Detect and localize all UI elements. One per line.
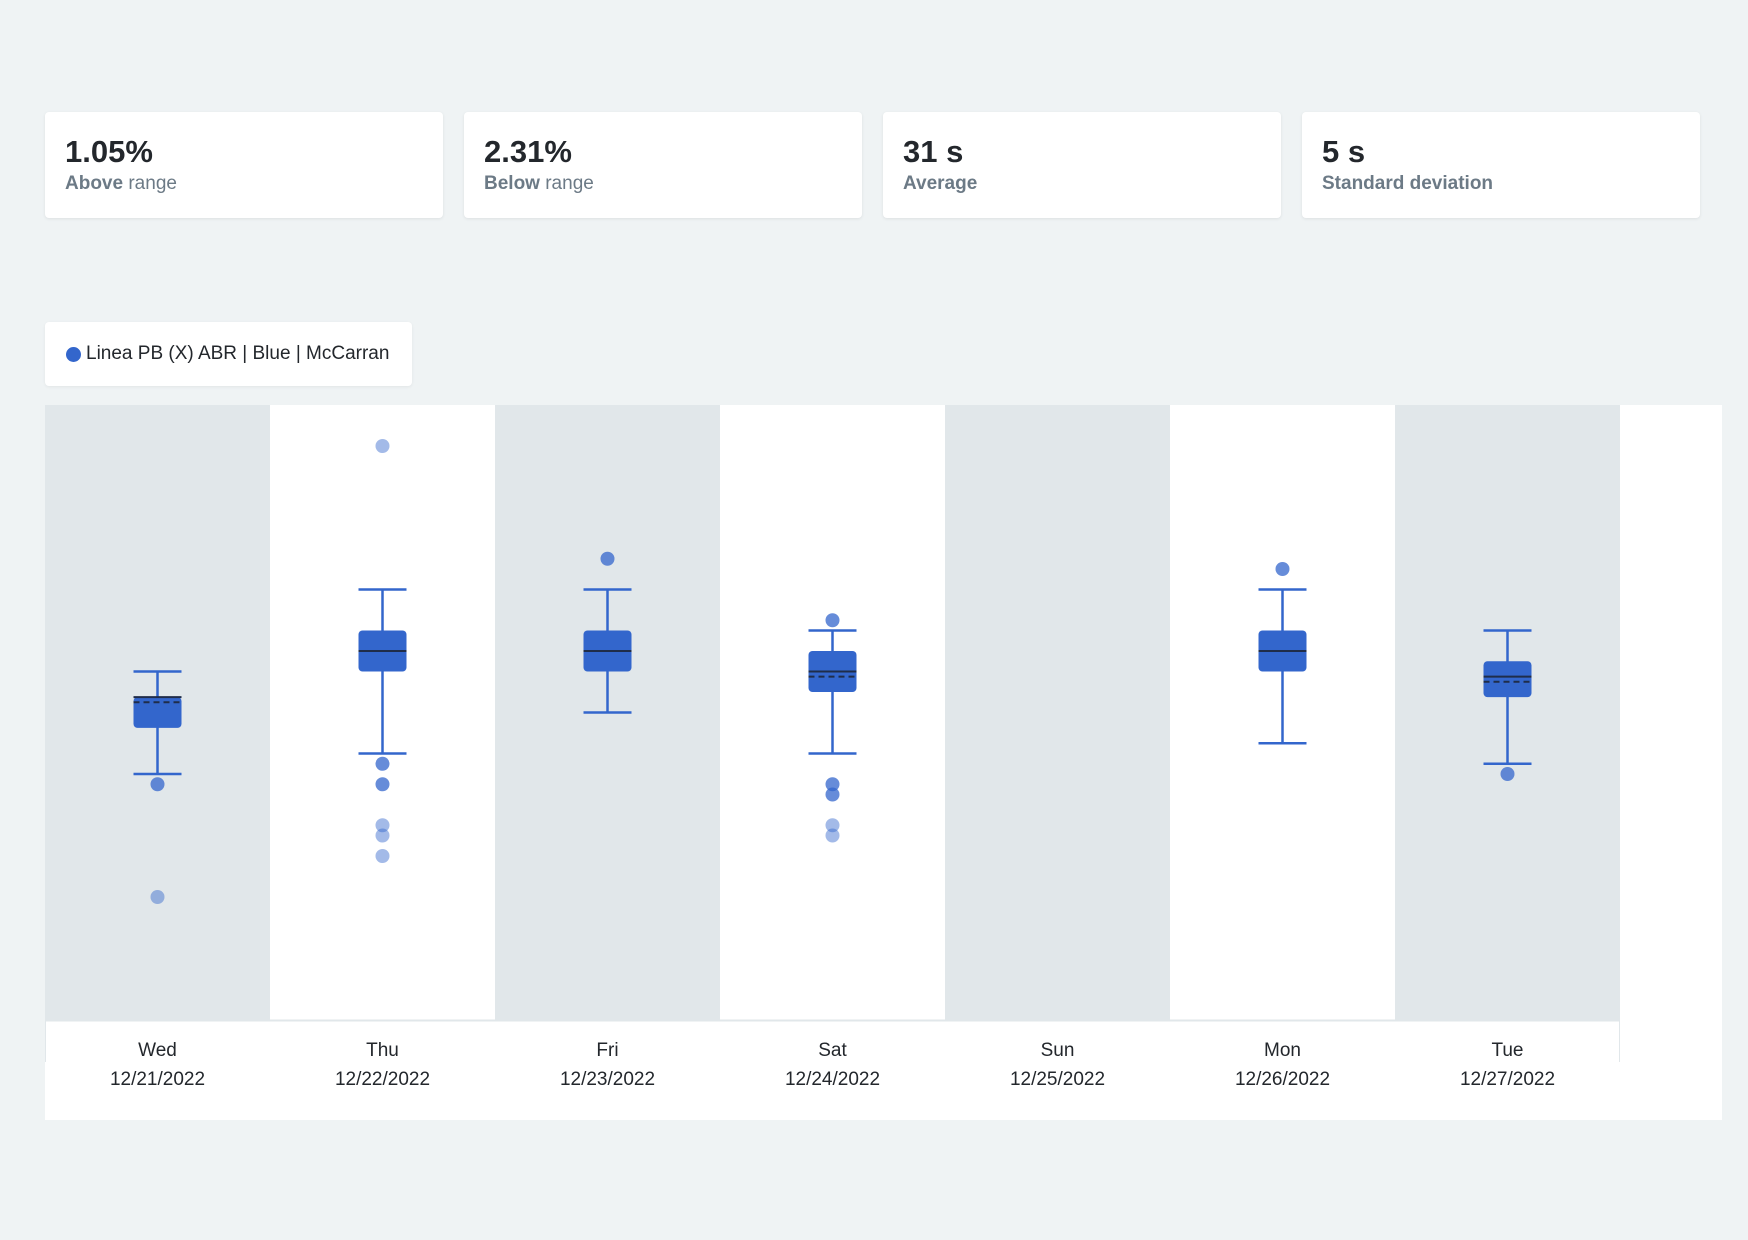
stat-value: 2.31% xyxy=(484,134,572,169)
outlier-point xyxy=(825,613,840,628)
stat-label: Standard deviation xyxy=(1322,172,1700,196)
legend-dot-icon xyxy=(66,346,81,362)
outlier-point xyxy=(375,849,390,863)
stat-value: 1.05% xyxy=(65,134,153,169)
x-tick-date: 12/25/2022 xyxy=(1010,1069,1105,1090)
box-iqr xyxy=(1483,661,1532,698)
x-tick-date: 12/21/2022 xyxy=(110,1069,205,1090)
x-tick-date: 12/22/2022 xyxy=(335,1069,430,1090)
outlier-point xyxy=(825,787,840,802)
box-iqr xyxy=(133,697,182,728)
stat-value: 31 s xyxy=(903,134,964,169)
category-band xyxy=(945,405,1170,1020)
outlier-point xyxy=(375,818,390,833)
stat-label-bold: Standard deviation xyxy=(1322,173,1494,194)
stat-label-bold: Above xyxy=(65,173,124,194)
outlier-point xyxy=(375,777,390,792)
outlier-point xyxy=(1275,562,1290,576)
stat-label: Average xyxy=(903,172,1281,196)
box-plot-chart: Wed 12/21/2022 Thu 12/22/2022 Fri 12/23/2022 S… xyxy=(45,405,1620,1090)
stat-label: Above range xyxy=(65,172,443,196)
x-tick-day: Wed xyxy=(138,1040,177,1061)
legend-item[interactable]: Linea PB (X) ABR | Blue | McCarran xyxy=(45,322,412,386)
stat-label-rest: range xyxy=(539,173,594,194)
outlier-point xyxy=(150,777,165,792)
stat-label-bold: Average xyxy=(903,173,978,194)
legend-label: Linea PB (X) ABR | Blue | McCarran xyxy=(86,343,390,364)
chart-panel: Wed 12/21/2022 Thu 12/22/2022 Fri 12/23/2022 S… xyxy=(45,405,1722,1120)
stat-label: Below range xyxy=(484,172,862,196)
stat-card-below-range: 2.31% Below range xyxy=(464,112,862,218)
outlier-point xyxy=(150,890,165,904)
outlier-point xyxy=(825,777,840,792)
x-tick-date: 12/24/2022 xyxy=(785,1069,880,1090)
outlier-point xyxy=(1500,767,1515,781)
outlier-point xyxy=(600,551,615,566)
x-tick-date: 12/26/2022 xyxy=(1235,1069,1330,1090)
outlier-point xyxy=(375,756,390,771)
stat-card-above-range: 1.05% Above range xyxy=(45,112,443,218)
stat-card-standard-deviation: 5 s Standard deviation xyxy=(1302,112,1700,218)
x-tick-date: 12/23/2022 xyxy=(560,1069,655,1090)
outlier-point xyxy=(825,828,840,843)
stat-label-bold: Below xyxy=(484,173,540,194)
x-tick-day: Tue xyxy=(1491,1040,1523,1061)
stat-value: 5 s xyxy=(1322,134,1366,169)
stat-label-rest: range xyxy=(123,173,177,194)
x-tick-date: 12/27/2022 xyxy=(1460,1069,1555,1090)
x-tick-day: Mon xyxy=(1264,1040,1301,1061)
outlier-point xyxy=(375,439,390,453)
outlier-point xyxy=(375,828,390,843)
x-tick-day: Thu xyxy=(366,1040,399,1061)
x-tick-day: Sat xyxy=(818,1040,847,1061)
x-tick-day: Fri xyxy=(596,1040,618,1061)
stat-card-average: 31 s Average xyxy=(883,112,1281,218)
outlier-point xyxy=(825,818,840,833)
x-tick-day: Sun xyxy=(1041,1040,1075,1061)
